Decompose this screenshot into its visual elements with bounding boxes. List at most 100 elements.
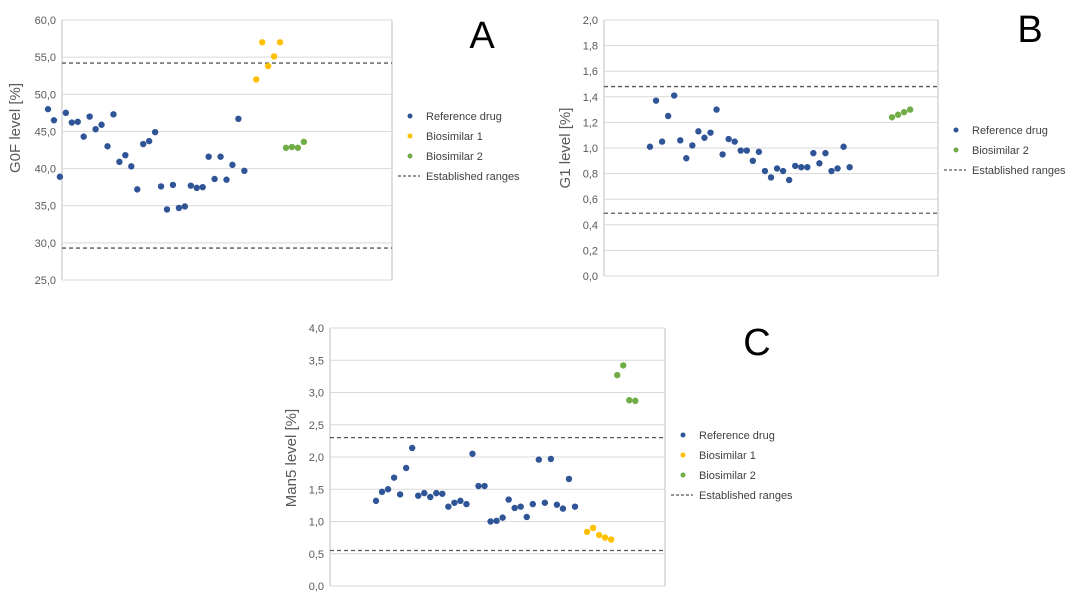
data-point	[92, 126, 99, 133]
data-point	[62, 109, 70, 117]
y-tick-label: 1,5	[309, 484, 324, 496]
data-point	[300, 138, 308, 146]
data-point	[199, 183, 206, 191]
data-point	[840, 143, 847, 150]
data-point	[620, 362, 627, 369]
y-tick-label: 35,0	[35, 201, 56, 213]
y-tick-label: 0,0	[583, 271, 598, 283]
legend-marker	[407, 133, 413, 139]
y-tick-label: 2,0	[583, 15, 598, 27]
data-point	[270, 53, 278, 60]
y-tick-label: 40,0	[35, 164, 56, 176]
data-point	[241, 167, 248, 174]
data-point	[632, 397, 639, 405]
data-point	[163, 206, 171, 213]
data-point	[731, 138, 738, 145]
legend-label: Biosimilar 1	[699, 450, 756, 462]
data-point	[511, 504, 518, 512]
legend-label: Established ranges	[972, 165, 1066, 177]
data-point	[749, 157, 757, 164]
data-point	[475, 482, 482, 490]
data-point	[193, 184, 200, 192]
data-point	[439, 490, 446, 497]
data-point	[128, 163, 135, 170]
data-point	[445, 503, 452, 510]
data-point	[181, 203, 189, 210]
data-point	[652, 97, 660, 104]
data-point	[433, 489, 440, 497]
data-point	[743, 147, 750, 154]
y-tick-label: 1,2	[583, 117, 598, 129]
y-tick-label: 4,0	[309, 323, 324, 335]
y-tick-label: 3,5	[309, 355, 324, 367]
data-point	[187, 182, 194, 189]
data-point	[828, 167, 835, 175]
data-point	[523, 513, 530, 521]
y-tick-label: 45,0	[35, 126, 56, 138]
y-tick-label: 1,4	[583, 92, 598, 104]
data-point	[122, 152, 129, 159]
y-tick-label: 2,5	[309, 420, 324, 432]
data-point	[677, 137, 684, 144]
data-point	[683, 155, 690, 162]
legend-label: Reference drug	[699, 430, 775, 442]
data-point	[110, 111, 117, 118]
data-point	[671, 92, 678, 99]
y-tick-label: 1,6	[583, 66, 598, 78]
y-tick-label: 2,0	[309, 452, 324, 464]
data-point	[529, 500, 536, 508]
y-tick-label: 0,0	[309, 581, 324, 593]
data-point	[288, 143, 296, 151]
data-point	[86, 113, 93, 120]
data-point	[396, 491, 404, 498]
data-point	[906, 106, 914, 113]
y-axis-title: G1 level [%]	[557, 108, 574, 189]
data-point	[553, 501, 561, 508]
data-point	[767, 174, 775, 181]
data-point	[493, 517, 500, 525]
data-point	[175, 204, 183, 212]
legend-label: Biosimilar 1	[426, 131, 483, 143]
legend-label: Biosimilar 2	[426, 151, 483, 163]
data-point	[707, 129, 714, 136]
y-tick-label: 60,0	[35, 15, 56, 27]
y-tick-label: 1,0	[583, 143, 598, 155]
data-point	[541, 499, 549, 506]
data-point	[664, 112, 672, 120]
y-tick-label: 0,4	[583, 220, 598, 232]
legend-label: Established ranges	[699, 490, 793, 502]
data-point	[44, 105, 52, 113]
data-point	[785, 176, 793, 184]
legend-label: Biosimilar 2	[699, 470, 756, 482]
data-point	[408, 444, 416, 452]
data-point	[689, 142, 696, 149]
panel-b: G1 level [%] B 0,0 0,2 0,4 0,6 0,8 1,0 1,2 1,4 1…	[557, 9, 1066, 283]
y-tick-label: 25,0	[35, 275, 56, 287]
data-point	[601, 534, 609, 541]
legend-label: Biosimilar 2	[972, 145, 1029, 157]
legend-marker	[680, 432, 686, 438]
data-point	[98, 121, 105, 128]
data-point	[626, 397, 633, 404]
data-point	[779, 167, 787, 175]
data-point	[378, 488, 386, 496]
data-point	[140, 140, 147, 148]
data-point	[457, 497, 464, 505]
data-point	[559, 505, 567, 512]
data-point	[547, 455, 555, 463]
data-point	[145, 137, 153, 145]
data-point	[595, 531, 603, 539]
data-point	[614, 371, 621, 379]
data-point	[565, 475, 573, 483]
data-point	[235, 115, 242, 123]
data-point	[894, 111, 902, 118]
y-tick-label: 3,0	[309, 388, 324, 400]
data-point	[421, 489, 428, 497]
data-point	[822, 149, 829, 157]
legend-marker	[953, 127, 959, 133]
data-point	[463, 500, 470, 508]
legend-label: Reference drug	[426, 111, 502, 123]
data-point	[415, 492, 422, 499]
data-point	[294, 144, 302, 151]
